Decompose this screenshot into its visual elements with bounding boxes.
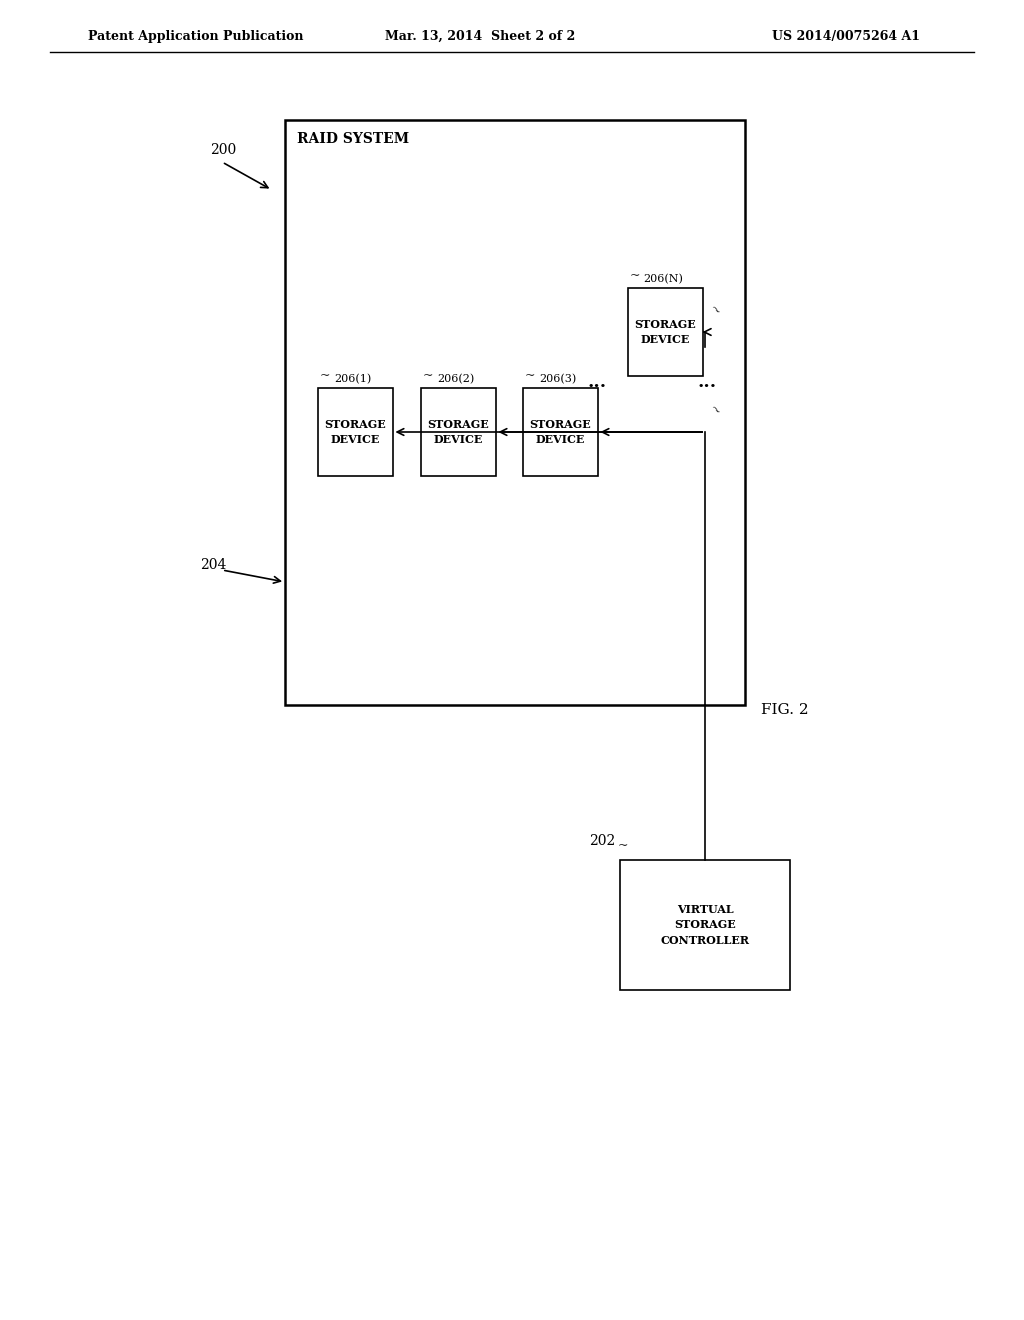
Bar [628, 288, 702, 376]
Bar [285, 120, 745, 705]
Bar [421, 388, 496, 477]
Text: ~: ~ [618, 840, 629, 851]
Text: STORAGE
DEVICE: STORAGE DEVICE [634, 318, 696, 346]
Text: ~: ~ [423, 370, 433, 381]
Text: ...: ... [588, 374, 607, 391]
Text: ~: ~ [319, 370, 331, 381]
Text: 206(3): 206(3) [540, 374, 577, 384]
Text: VIRTUAL
STORAGE
CONTROLLER: VIRTUAL STORAGE CONTROLLER [660, 904, 750, 946]
Text: RAID SYSTEM: RAID SYSTEM [297, 132, 410, 147]
Text: US 2014/0075264 A1: US 2014/0075264 A1 [772, 30, 920, 44]
Text: Patent Application Publication: Patent Application Publication [88, 30, 303, 44]
Text: STORAGE
DEVICE: STORAGE DEVICE [427, 418, 488, 445]
Text: ~: ~ [524, 370, 536, 381]
Text: ~: ~ [630, 269, 640, 282]
Text: STORAGE
DEVICE: STORAGE DEVICE [529, 418, 591, 445]
Text: 202: 202 [589, 834, 615, 847]
Text: 206(N): 206(N) [643, 273, 683, 284]
Text: 206(2): 206(2) [437, 374, 475, 384]
Text: 200: 200 [210, 143, 237, 157]
Text: Mar. 13, 2014  Sheet 2 of 2: Mar. 13, 2014 Sheet 2 of 2 [385, 30, 575, 44]
Text: FIG. 2: FIG. 2 [761, 704, 809, 717]
Text: 204: 204 [200, 558, 226, 572]
Text: ~: ~ [707, 302, 723, 318]
Bar [522, 388, 597, 477]
Bar [317, 388, 392, 477]
Text: ~: ~ [707, 401, 723, 418]
Text: ...: ... [697, 374, 717, 391]
Text: 206(1): 206(1) [335, 374, 372, 384]
Bar [620, 861, 790, 990]
Text: STORAGE
DEVICE: STORAGE DEVICE [325, 418, 386, 445]
